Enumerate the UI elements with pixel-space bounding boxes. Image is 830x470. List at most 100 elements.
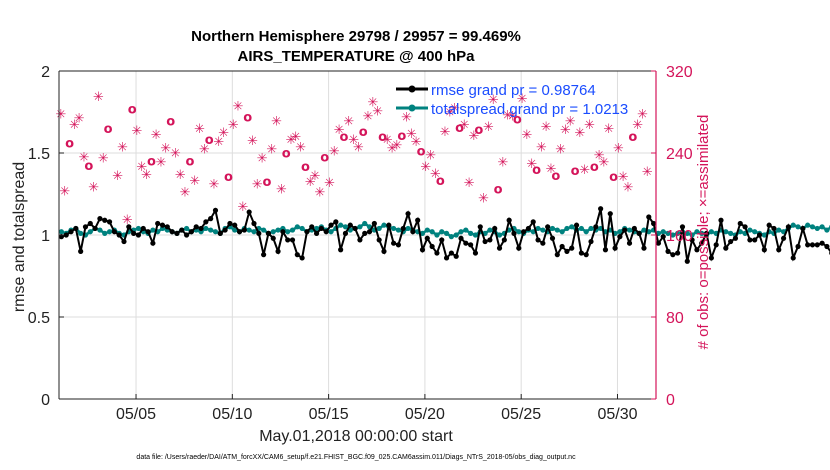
series-spread-point-100: [540, 227, 546, 233]
series-rmse-point-14: [126, 224, 132, 230]
series-spread-point-26: [183, 225, 190, 232]
series-rmse-point-102: [549, 235, 556, 241]
obs-point-44: ✳: [271, 115, 282, 130]
obs-point-55: ✳: [324, 176, 335, 191]
series-spread-point-127: [670, 232, 676, 238]
obs-point-115: ✳: [613, 141, 624, 156]
obs-point-1: ✳: [59, 184, 70, 199]
obs-point-51: ✳: [305, 175, 316, 190]
obs-point-100: ✳: [541, 120, 552, 135]
series-rmse-point-3: [73, 225, 79, 232]
series-spread-point-85: [468, 230, 474, 236]
obs-point-5: ✳: [79, 151, 90, 166]
series-rmse-point-34: [222, 227, 228, 233]
obs-point-107: ✳: [574, 126, 585, 141]
series-spread-point-139: [728, 230, 734, 236]
chart-title-line1: Northern Hemisphere 29798 / 29957 = 99.4…: [191, 28, 521, 45]
series-spread-point-59: [342, 224, 349, 230]
series-rmse-point-130: [684, 258, 690, 264]
y2-tick-label-0: 0: [666, 392, 675, 409]
series-rmse-point-10: [106, 219, 113, 225]
series-rmse-point-124: [655, 240, 662, 246]
axes: 05/05 05/10 05/15 05/20 05/25 05/30 0 0.5 1 1.5 2 0…: [28, 64, 693, 423]
y2-tick-label-1: 80: [666, 310, 684, 327]
series-spread-point-149: [776, 227, 782, 233]
series-rmse-point-113: [602, 247, 609, 253]
series-spread-point-0: [58, 229, 65, 235]
series-spread-point-31: [208, 227, 214, 233]
obs-point-59: ✳: [343, 115, 354, 130]
series-spread-point-95: [516, 229, 522, 235]
series-rmse-point-76: [424, 235, 430, 241]
obs-point-102: o: [551, 169, 560, 184]
series-spread-point-83: [458, 229, 464, 235]
series-spread-point-70: [395, 227, 402, 233]
series-rmse-point-54: [318, 225, 324, 232]
series-rmse-point-83: [458, 235, 464, 241]
series-spread-point-159: [824, 227, 830, 233]
series-rmse-point-118: [626, 240, 633, 246]
obs-point-52: ✳: [310, 169, 321, 184]
obs-point-16: ✳: [136, 160, 147, 175]
obs-point-24: ✳: [175, 168, 186, 183]
series-rmse-point-12: [116, 232, 122, 238]
obs-point-8: ✳: [93, 90, 104, 105]
series-rmse-point-111: [593, 224, 599, 230]
series-rmse-point-147: [766, 222, 772, 228]
series-rmse-point-26: [183, 232, 190, 238]
obs-point-80: ✳: [444, 106, 455, 121]
series-rmse-point-16: [135, 232, 142, 238]
obs-point-22: o: [166, 115, 175, 130]
series-rmse-point-135: [708, 255, 714, 261]
obs-point-20: ✳: [156, 156, 167, 171]
series-rmse-point-63: [362, 230, 368, 236]
series-rmse-point-28: [193, 224, 199, 230]
series-rmse-point-88: [482, 238, 488, 245]
series-spread-point-105: [564, 225, 570, 232]
obs-point-49: ✳: [295, 140, 306, 155]
series-rmse-point-90: [492, 225, 498, 232]
obs-point-14: o: [128, 102, 137, 117]
obs-point-9: ✳: [98, 152, 109, 167]
legend: rmse grand pr = 0.98764 totalspread gran…: [396, 82, 628, 118]
series-rmse-point-20: [155, 220, 161, 227]
series-rmse-point-40: [251, 220, 257, 227]
series-spread-point-16: [135, 225, 142, 232]
series-rmse-point-97: [525, 225, 532, 232]
series-rmse-point-66: [376, 237, 382, 243]
series-rmse-point-110: [588, 238, 594, 245]
series-spread-point-144: [752, 229, 758, 235]
series-rmse-point-35: [227, 220, 233, 227]
series-spread-point-36: [232, 227, 238, 233]
chart-title-line2: AIRS_TEMPERATURE @ 400 hPa: [238, 48, 476, 65]
series-spread-point-110: [588, 225, 594, 232]
series-rmse-point-132: [694, 247, 700, 253]
obs-point-38: o: [243, 111, 252, 126]
series-rmse-point-19: [150, 240, 156, 246]
y-axis-label: rmse and totalspread: [11, 162, 28, 312]
y2-tick-label-4: 320: [666, 64, 693, 81]
series-rmse-point-78: [434, 250, 440, 256]
series-spread-point-58: [338, 222, 344, 228]
obs-point-56: ✳: [329, 144, 340, 159]
series-rmse-point-125: [660, 234, 666, 240]
series-spread-point-47: [285, 229, 291, 235]
series-rmse-point-72: [405, 211, 411, 217]
series-spread-point-9: [102, 230, 108, 236]
series-rmse-point-148: [771, 225, 777, 232]
obs-point-45: ✳: [276, 182, 287, 197]
obs-point-82: o: [455, 121, 464, 136]
series-rmse-point-38: [241, 227, 247, 233]
series-spread-point-158: [819, 224, 825, 230]
obs-point-117: ✳: [623, 180, 634, 195]
series-rmse-point-53: [313, 230, 320, 236]
series-spread-point-48: [289, 227, 296, 233]
series-spread-point-19: [150, 227, 156, 233]
obs-point-15: ✳: [132, 124, 143, 139]
obs-point-79: ✳: [440, 125, 451, 140]
obs-point-87: ✳: [478, 192, 489, 207]
series-rmse-point-45: [275, 248, 281, 254]
obs-point-48: ✳: [290, 130, 301, 145]
series-spread-point-116: [617, 229, 623, 235]
